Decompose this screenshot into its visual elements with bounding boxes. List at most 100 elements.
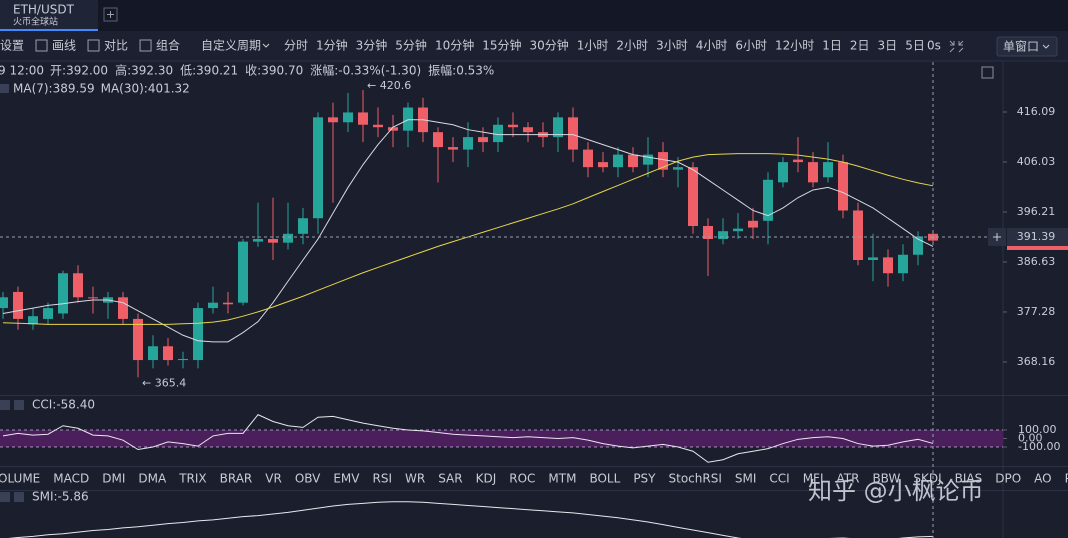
indicator-tab[interactable]: VR	[265, 472, 282, 486]
indicator-tab[interactable]: MACD	[53, 472, 89, 486]
candle-body	[43, 308, 53, 319]
panel-close[interactable]	[14, 400, 24, 410]
indicator-tab[interactable]: OBV	[295, 472, 321, 486]
legend-entry: MA(7):389.59	[13, 82, 95, 96]
info-value: -0.33%(-1.30)	[338, 64, 421, 78]
indicator-tab[interactable]: BIAS	[955, 472, 983, 486]
last-price-label: 391.39	[1017, 230, 1056, 243]
period-button[interactable]: 5日	[905, 39, 925, 53]
candle-body	[658, 152, 668, 170]
info-value: 392.30	[131, 64, 173, 78]
period-button[interactable]: 1日	[822, 39, 842, 53]
candle-body	[553, 117, 563, 138]
period-button[interactable]: 3日	[878, 39, 898, 53]
tool-icon	[139, 39, 152, 52]
period-button[interactable]: 3分钟	[356, 38, 388, 53]
period-button[interactable]: 5分钟	[395, 38, 427, 53]
candle-body	[28, 316, 38, 325]
indicator-tab[interactable]: AO	[1034, 472, 1051, 486]
candle-body	[673, 167, 683, 170]
indicator-tab[interactable]: VOLUME	[0, 472, 40, 486]
y-tick-label: 368.16	[1017, 355, 1056, 368]
indicator-tab[interactable]: ROC	[509, 472, 535, 486]
indicator-tab[interactable]: MFI	[803, 472, 824, 486]
candle-body	[448, 147, 458, 150]
candle-body	[148, 346, 158, 361]
period-button[interactable]: 6小时	[735, 39, 767, 53]
indicator-tab[interactable]: KDJ	[476, 472, 497, 486]
fullscreen-icon[interactable]	[981, 66, 994, 79]
tool-button[interactable]: 对比	[104, 39, 128, 53]
legend-toggle[interactable]	[0, 84, 9, 93]
indicator-tab[interactable]: ATR	[836, 472, 859, 486]
ma-line	[2, 119, 934, 343]
candle-body	[433, 132, 443, 148]
extreme-label: ← 420.6	[367, 79, 411, 92]
dropdown-arrow	[262, 43, 270, 48]
panel-toggle[interactable]	[0, 492, 10, 502]
indicator-tab[interactable]: DPO	[995, 472, 1021, 486]
candle-body	[478, 137, 488, 143]
indicator-tab[interactable]: Position	[1065, 472, 1068, 486]
candle-body	[643, 154, 653, 165]
info-value: 390.21	[196, 64, 238, 78]
candle-body	[463, 137, 473, 150]
indicator-tab[interactable]: BOLL	[589, 472, 620, 486]
indicator-tab[interactable]: SMI	[735, 472, 757, 486]
candle-body	[853, 210, 863, 261]
indicator-tab[interactable]: RSI	[373, 472, 393, 486]
indicator-tab[interactable]: CCI	[769, 472, 789, 486]
window-select[interactable]	[996, 36, 1058, 57]
indicator-tab[interactable]: SAR	[438, 472, 462, 486]
indicator-tab[interactable]: TRIX	[178, 472, 206, 486]
candle-body	[358, 112, 368, 125]
add-tab[interactable]	[103, 7, 118, 22]
candle-body	[373, 124, 383, 128]
indicator-label: CCI:-58.40	[32, 398, 95, 412]
candle-body	[163, 346, 173, 361]
candle-body	[523, 127, 533, 133]
period-button[interactable]: 12小时	[775, 39, 814, 53]
tool-icon	[35, 39, 48, 52]
expand-icon[interactable]	[949, 40, 964, 53]
period-button[interactable]: 分时	[284, 39, 308, 53]
indicator-tab[interactable]: EMV	[333, 472, 360, 486]
band	[0, 429, 1003, 447]
indicator-tab[interactable]: WR	[405, 472, 425, 486]
info-label: 振幅:	[428, 63, 456, 78]
indicator-tab[interactable]: BBW	[872, 472, 900, 486]
last-price-marker	[1007, 245, 1068, 250]
period-button[interactable]: 15分钟	[482, 38, 521, 53]
candle-body	[193, 308, 203, 361]
period-button[interactable]: 2小时	[616, 39, 648, 53]
panel-toggle[interactable]	[0, 400, 10, 410]
period-button[interactable]: 4小时	[696, 39, 728, 53]
indicator-tab[interactable]: BRAR	[220, 472, 253, 486]
indicator-tab[interactable]: StochRSI	[669, 472, 722, 486]
tool-button[interactable]: 组合	[156, 38, 180, 53]
candle-body	[178, 358, 188, 361]
period-button[interactable]: 10分钟	[435, 38, 474, 53]
period-button[interactable]: 1分钟	[316, 38, 348, 53]
period-button[interactable]: 2日	[850, 39, 870, 53]
panel-close[interactable]	[14, 492, 24, 502]
info-value: 0.53%	[456, 64, 494, 78]
tool-button[interactable]: 设置	[0, 39, 24, 53]
period-button[interactable]: 1小时	[577, 39, 609, 53]
symbol-tab[interactable]	[0, 0, 98, 31]
add-tab-icon	[107, 11, 114, 18]
candle-body	[508, 124, 518, 128]
candle-body	[0, 297, 8, 309]
period-button[interactable]: 3小时	[656, 39, 688, 53]
period-button[interactable]: 30分钟	[530, 38, 569, 53]
custom-period[interactable]: 自定义周期	[201, 38, 261, 53]
tool-button[interactable]: 画线	[52, 39, 76, 53]
indicator-tab[interactable]: MTM	[548, 472, 576, 486]
info-label: 收:	[245, 64, 261, 78]
candle-body	[208, 302, 218, 309]
indicator-tab[interactable]: PSY	[633, 472, 656, 486]
indicator-tab[interactable]: SKDJ	[913, 472, 941, 486]
candle-body	[838, 162, 848, 211]
indicator-tab[interactable]: DMI	[102, 472, 125, 486]
indicator-tab[interactable]: DMA	[138, 472, 167, 486]
